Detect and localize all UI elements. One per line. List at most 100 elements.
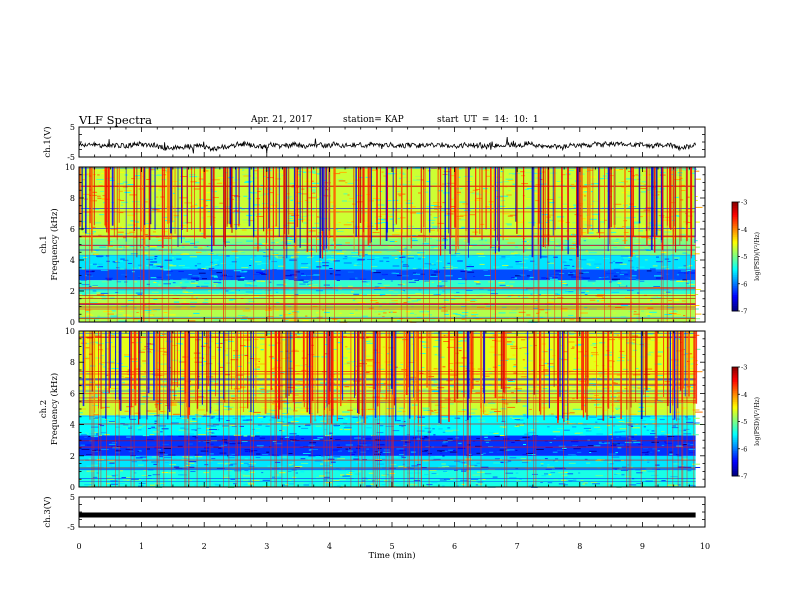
spectrum-speckle bbox=[150, 261, 158, 263]
spectrum-speckle bbox=[182, 266, 190, 268]
spectrum-speckle bbox=[182, 291, 188, 293]
spectrum-speckle bbox=[158, 425, 166, 427]
spectrum-speckle bbox=[100, 292, 109, 294]
spectrum-speckle bbox=[505, 238, 509, 240]
spectrum-speckle bbox=[393, 456, 399, 458]
spectrum-speckle bbox=[325, 435, 331, 437]
spectrum-speckle bbox=[548, 214, 554, 216]
spectrum-speckle bbox=[187, 320, 196, 322]
spectrum-speckle bbox=[180, 474, 188, 476]
spectrum-speckle bbox=[91, 464, 99, 466]
spectrum-speckle bbox=[694, 411, 703, 413]
spectrum-speckle bbox=[621, 307, 626, 309]
spectrum-speckle bbox=[262, 454, 269, 456]
spectrum-speckle bbox=[209, 188, 216, 190]
spectrum-speckle bbox=[180, 176, 187, 177]
spectrum-speckle bbox=[127, 210, 135, 212]
spectrum-speckle bbox=[571, 242, 576, 244]
spectrum-speckle bbox=[112, 307, 116, 309]
spectrum-speckle bbox=[424, 191, 429, 193]
spectrum-speckle bbox=[153, 463, 158, 465]
spectrum-speckle bbox=[459, 201, 467, 203]
spectrum-speckle bbox=[246, 208, 250, 210]
spectrum-speckle bbox=[135, 186, 140, 188]
spectrum-speckle bbox=[86, 454, 93, 456]
sferic-streak bbox=[690, 228, 691, 322]
spectrum-speckle bbox=[124, 356, 131, 358]
spectrum-speckle bbox=[627, 195, 632, 197]
spectrum-speckle bbox=[603, 204, 611, 206]
spectrum-speckle bbox=[280, 248, 283, 250]
spectrum-speckle bbox=[309, 171, 317, 173]
spectrum-speckle bbox=[530, 293, 533, 295]
spectrum-speckle bbox=[156, 414, 164, 416]
spectrum-speckle bbox=[587, 205, 596, 207]
spectrum-speckle bbox=[470, 408, 478, 410]
spectrum-speckle bbox=[507, 460, 512, 462]
spectrum-speckle bbox=[256, 271, 264, 273]
spectrum-speckle bbox=[361, 284, 367, 286]
spectrum-speckle bbox=[423, 437, 430, 439]
spectrum-speckle bbox=[154, 224, 158, 226]
spectrum-speckle bbox=[638, 230, 643, 232]
spectrum-speckle bbox=[541, 238, 547, 240]
spectrum-speckle bbox=[541, 475, 547, 477]
spectrum-speckle bbox=[584, 388, 592, 390]
spectrum-speckle bbox=[151, 310, 157, 312]
spectrum-speckle bbox=[422, 485, 427, 487]
spectrum-speckle bbox=[568, 224, 571, 226]
spectrum-speckle bbox=[493, 432, 499, 434]
spectrum-speckle bbox=[686, 421, 694, 423]
spectrum-speckle bbox=[262, 203, 268, 205]
spectrum-speckle bbox=[432, 225, 439, 227]
sferic-streak bbox=[465, 167, 467, 232]
spectrum-speckle bbox=[376, 444, 385, 446]
spectrum-speckle bbox=[383, 248, 389, 250]
sferic-streak bbox=[253, 237, 255, 322]
spectrum-speckle bbox=[253, 411, 261, 413]
spectrum-speckle bbox=[144, 214, 152, 216]
spectrum-speckle bbox=[324, 450, 328, 452]
spectrum-speckle bbox=[689, 452, 695, 453]
spectrum-speckle bbox=[186, 419, 193, 421]
spectrum-speckle bbox=[201, 278, 207, 280]
spectrum-speckle bbox=[488, 446, 493, 448]
spectrum-speckle bbox=[602, 207, 606, 209]
tone-line bbox=[79, 298, 696, 299]
spectrum-speckle bbox=[470, 464, 478, 466]
spectrum-speckle bbox=[584, 307, 588, 309]
spectrum-speckle bbox=[664, 314, 672, 316]
spectrum-speckle bbox=[146, 410, 151, 412]
spectrum-speckle bbox=[130, 233, 133, 235]
spectrum-speckle bbox=[479, 253, 484, 255]
spectrum-speckle bbox=[490, 182, 495, 184]
spectrum-speckle bbox=[661, 444, 665, 446]
spectrum-speckle bbox=[149, 173, 156, 175]
spectrum-speckle bbox=[553, 277, 558, 278]
spectrum-speckle bbox=[539, 365, 545, 366]
spectrum-speckle bbox=[116, 314, 122, 315]
spectrum-speckle bbox=[669, 453, 673, 455]
spectrum-speckle bbox=[187, 358, 194, 360]
spectrum-speckle bbox=[218, 447, 222, 449]
sferic-streak bbox=[609, 167, 610, 245]
spectrum-speckle bbox=[552, 190, 556, 192]
spectrum-speckle bbox=[285, 296, 291, 297]
spectrum-speckle bbox=[239, 425, 244, 427]
spectrum-speckle bbox=[237, 442, 242, 444]
spectrum-speckle bbox=[659, 407, 667, 409]
spectrum-speckle bbox=[547, 366, 555, 368]
sferic-streak bbox=[285, 167, 287, 245]
sferic-streak bbox=[577, 257, 578, 323]
spectrum-speckle bbox=[600, 300, 605, 301]
spectrum-speckle bbox=[99, 246, 107, 248]
spectrum-speckle bbox=[120, 366, 128, 367]
spectrum-speckle bbox=[577, 451, 582, 453]
sferic-streak bbox=[272, 167, 274, 238]
spectrum-speckle bbox=[163, 237, 172, 239]
spectrum-speckle bbox=[343, 427, 352, 429]
spectrum-speckle bbox=[399, 449, 406, 451]
spectrum-speckle bbox=[200, 335, 206, 336]
spectrum-speckle bbox=[253, 214, 260, 216]
